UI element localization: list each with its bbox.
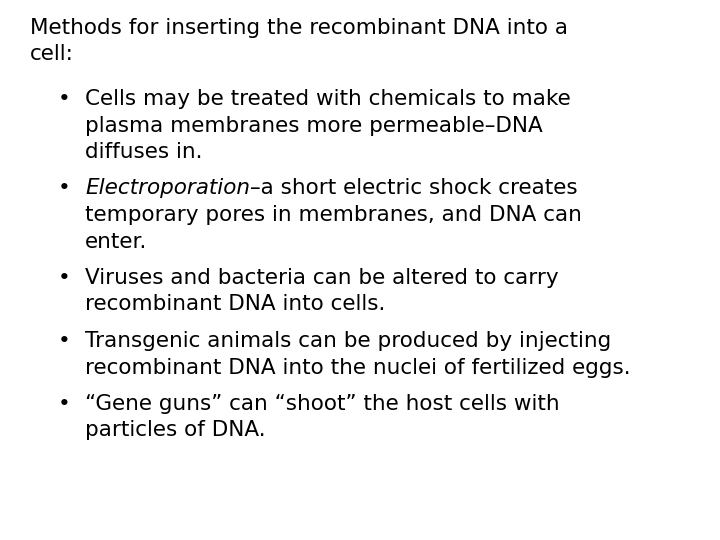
Text: –a short electric shock creates: –a short electric shock creates bbox=[250, 179, 577, 199]
Text: particles of DNA.: particles of DNA. bbox=[85, 421, 266, 441]
Text: Viruses and bacteria can be altered to carry: Viruses and bacteria can be altered to c… bbox=[85, 268, 559, 288]
Text: plasma membranes more permeable–DNA: plasma membranes more permeable–DNA bbox=[85, 116, 543, 136]
Text: temporary pores in membranes, and DNA can: temporary pores in membranes, and DNA ca… bbox=[85, 205, 582, 225]
Text: Cells may be treated with chemicals to make: Cells may be treated with chemicals to m… bbox=[85, 89, 571, 109]
Text: diffuses in.: diffuses in. bbox=[85, 142, 202, 162]
Text: •: • bbox=[58, 89, 71, 109]
Text: recombinant DNA into cells.: recombinant DNA into cells. bbox=[85, 294, 385, 314]
Text: •: • bbox=[58, 394, 71, 414]
Text: •: • bbox=[58, 331, 71, 351]
Text: recombinant DNA into the nuclei of fertilized eggs.: recombinant DNA into the nuclei of ferti… bbox=[85, 357, 631, 377]
Text: “Gene guns” can “shoot” the host cells with: “Gene guns” can “shoot” the host cells w… bbox=[85, 394, 559, 414]
Text: •: • bbox=[58, 268, 71, 288]
Text: cell:: cell: bbox=[30, 44, 74, 64]
Text: •: • bbox=[58, 179, 71, 199]
Text: Electroporation: Electroporation bbox=[85, 179, 250, 199]
Text: enter.: enter. bbox=[85, 232, 148, 252]
Text: Methods for inserting the recombinant DNA into a: Methods for inserting the recombinant DN… bbox=[30, 18, 568, 38]
Text: Transgenic animals can be produced by injecting: Transgenic animals can be produced by in… bbox=[85, 331, 611, 351]
